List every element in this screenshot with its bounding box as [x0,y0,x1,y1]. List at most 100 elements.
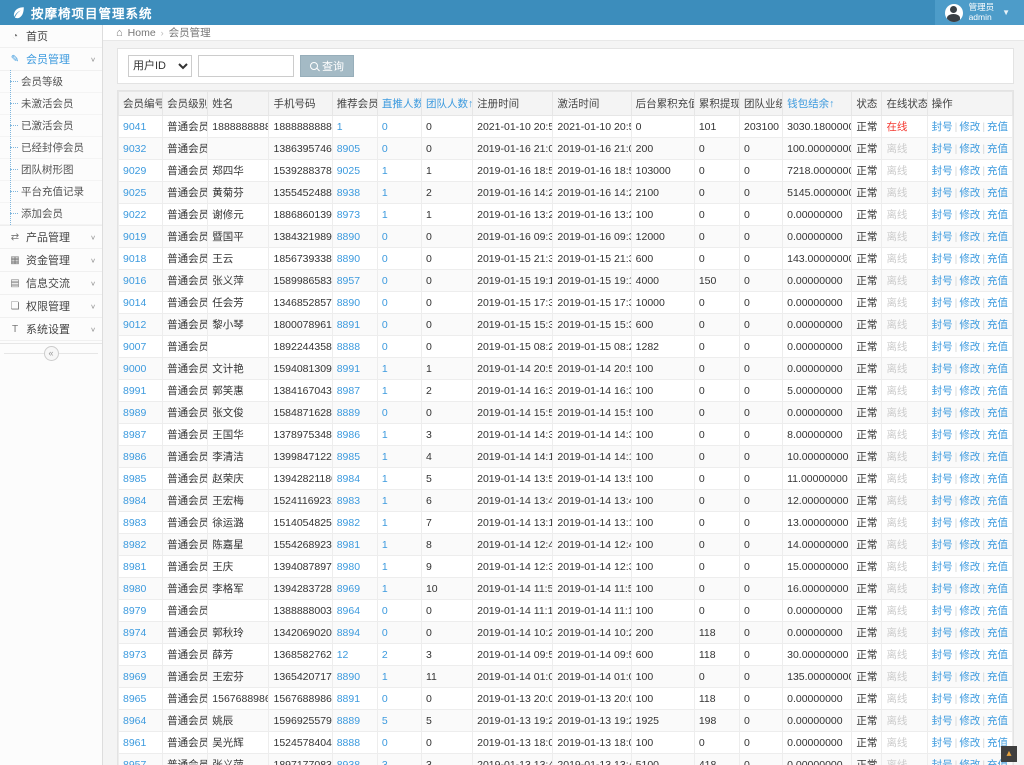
action-link-0[interactable]: 封号 [931,495,953,507]
cell-id[interactable]: 8982 [117,533,164,556]
action-link-1[interactable]: 修改 [959,385,981,397]
cell-direct[interactable]: 0 [376,621,422,644]
action-link-1[interactable]: 修改 [959,759,981,765]
cell-id[interactable]: 8979 [117,599,164,622]
cell-direct[interactable]: 1 [376,181,422,204]
action-link-2[interactable]: 充值 [987,517,1009,529]
action-link-2[interactable]: 充值 [987,649,1009,661]
action-link-0[interactable]: 封号 [931,297,953,309]
cell-direct[interactable]: 1 [376,665,422,688]
search-filter-select[interactable]: 用户ID [128,55,192,77]
cell-ref[interactable]: 8889 [331,401,378,424]
cell-ref[interactable]: 8894 [331,621,378,644]
search-button[interactable]: 查询 [300,55,354,77]
cell-id[interactable]: 8961 [117,731,164,754]
action-link-1[interactable]: 修改 [959,209,981,221]
cell-direct[interactable]: 1 [376,357,422,380]
action-link-2[interactable]: 充值 [987,165,1009,177]
cell-ref[interactable]: 8986 [331,423,378,446]
cell-id[interactable]: 8987 [117,423,164,446]
cell-direct[interactable]: 3 [376,753,422,765]
action-link-0[interactable]: 封号 [931,693,953,705]
action-link-1[interactable]: 修改 [959,363,981,375]
action-link-1[interactable]: 修改 [959,451,981,463]
sidebar-collapse-button[interactable]: « [43,346,59,361]
cell-direct[interactable]: 0 [376,599,422,622]
cell-ref[interactable]: 8888 [331,335,378,358]
action-link-1[interactable]: 修改 [959,693,981,705]
cell-direct[interactable]: 1 [376,203,422,226]
action-link-2[interactable]: 充值 [987,429,1009,441]
cell-direct[interactable]: 1 [376,555,422,578]
cell-direct[interactable]: 0 [376,137,422,160]
cell-id[interactable]: 8983 [117,511,164,534]
action-link-1[interactable]: 修改 [959,473,981,485]
cell-direct[interactable]: 0 [376,225,422,248]
user-menu[interactable]: 管理员 admin ▼ [934,0,1024,25]
back-to-top-button[interactable]: ▴ [1001,746,1017,762]
action-link-0[interactable]: 封号 [931,407,953,419]
action-link-1[interactable]: 修改 [959,517,981,529]
action-link-0[interactable]: 封号 [931,649,953,661]
action-link-1[interactable]: 修改 [959,605,981,617]
cell-ref[interactable]: 8969 [331,577,378,600]
cell-ref[interactable]: 8890 [331,225,378,248]
action-link-1[interactable]: 修改 [959,583,981,595]
action-link-1[interactable]: 修改 [959,649,981,661]
action-link-2[interactable]: 充值 [987,297,1009,309]
cell-id[interactable]: 9025 [117,181,164,204]
cell-id[interactable]: 8989 [117,401,164,424]
cell-direct[interactable]: 0 [376,687,422,710]
search-input[interactable] [198,55,294,77]
action-link-2[interactable]: 充值 [987,121,1009,133]
action-link-1[interactable]: 修改 [959,495,981,507]
cell-id[interactable]: 8985 [117,467,164,490]
action-link-1[interactable]: 修改 [959,715,981,727]
cell-id[interactable]: 8986 [117,445,164,468]
cell-id[interactable]: 9016 [117,269,164,292]
sidebar-subitem-active-members[interactable]: 已激活会员 [0,114,102,137]
sidebar-subitem-add-member[interactable]: 添加会员 [0,202,102,225]
action-link-1[interactable]: 修改 [959,319,981,331]
cell-id[interactable]: 9007 [117,335,164,358]
action-link-0[interactable]: 封号 [931,605,953,617]
action-link-2[interactable]: 充值 [987,561,1009,573]
action-link-2[interactable]: 充值 [987,253,1009,265]
action-link-0[interactable]: 封号 [931,209,953,221]
column-header-team[interactable]: 团队人数↑ [420,91,474,116]
column-header-direct[interactable]: 直推人数↑ [376,91,422,116]
sidebar-subitem-inactive-members[interactable]: 未激活会员 [0,92,102,115]
cell-ref[interactable]: 8984 [331,467,378,490]
action-link-1[interactable]: 修改 [959,187,981,199]
action-link-2[interactable]: 充值 [987,187,1009,199]
action-link-0[interactable]: 封号 [931,539,953,551]
action-link-2[interactable]: 充值 [987,627,1009,639]
cell-direct[interactable]: 1 [376,577,422,600]
cell-direct[interactable]: 0 [376,335,422,358]
cell-ref[interactable]: 8890 [331,291,378,314]
sidebar-subitem-banned-members[interactable]: 已经封停会员 [0,136,102,159]
column-header-wallet[interactable]: 钱包结余↑ [782,91,853,116]
action-link-1[interactable]: 修改 [959,297,981,309]
cell-ref[interactable]: 8991 [331,357,378,380]
sidebar-item-message-center[interactable]: ▤ 信息交流 ∨ [0,272,102,295]
action-link-1[interactable]: 修改 [959,407,981,419]
cell-direct[interactable]: 0 [376,115,422,138]
action-link-2[interactable]: 充值 [987,407,1009,419]
cell-direct[interactable]: 0 [376,269,422,292]
cell-direct[interactable]: 2 [376,643,422,666]
action-link-1[interactable]: 修改 [959,627,981,639]
cell-direct[interactable]: 0 [376,313,422,336]
cell-direct[interactable]: 0 [376,291,422,314]
sidebar-item-home[interactable]: ◔ 首页 [0,25,102,48]
cell-ref[interactable]: 8938 [331,753,378,765]
sidebar-item-member-mgmt[interactable]: ✎ 会员管理 ∨ [0,48,102,71]
action-link-0[interactable]: 封号 [931,143,953,155]
cell-id[interactable]: 9041 [117,115,164,138]
cell-direct[interactable]: 1 [376,467,422,490]
action-link-1[interactable]: 修改 [959,121,981,133]
cell-direct[interactable]: 1 [376,445,422,468]
cell-id[interactable]: 8974 [117,621,164,644]
action-link-0[interactable]: 封号 [931,517,953,529]
action-link-2[interactable]: 充值 [987,605,1009,617]
